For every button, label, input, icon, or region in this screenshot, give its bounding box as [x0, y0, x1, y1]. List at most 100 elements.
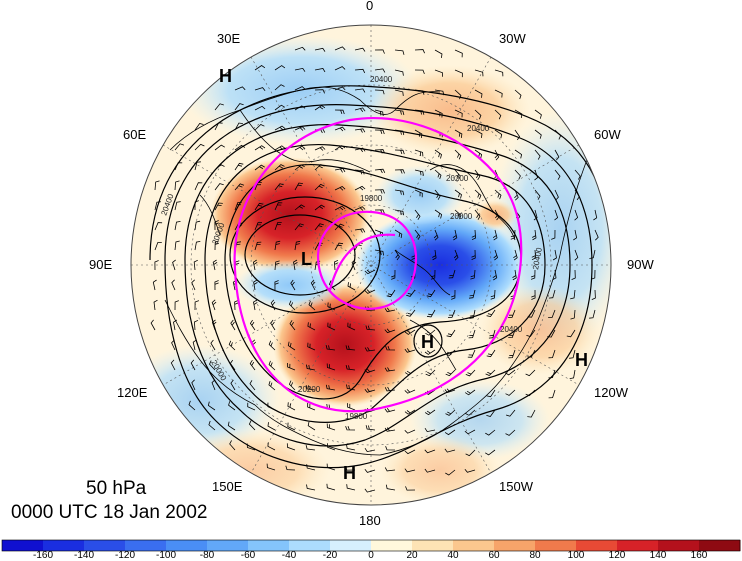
wind-barb [294, 67, 306, 72]
wind-barb [374, 89, 385, 95]
wind-barb [554, 189, 559, 201]
wind-barb [354, 206, 366, 211]
wind-barb [464, 429, 476, 435]
colorbar-swatch [658, 540, 700, 551]
wind-barb [274, 222, 282, 231]
wind-barb [386, 289, 396, 298]
wind-barb [394, 189, 405, 196]
wind-barb [426, 289, 436, 298]
wind-barb [425, 369, 436, 377]
wind-barb [505, 429, 516, 436]
wind-barb [234, 122, 243, 131]
wind-barb [454, 149, 462, 160]
wind-barb [208, 420, 216, 431]
wind-barb [527, 409, 536, 418]
wind-barb [444, 448, 456, 453]
wind-barb [274, 260, 280, 271]
wind-barb [569, 369, 576, 379]
wind-barb [153, 299, 158, 311]
wind-barb [448, 269, 456, 279]
wind-barb [468, 329, 476, 339]
wind-barb [248, 420, 256, 431]
wind-barb [334, 242, 344, 251]
colorbar-tick-label: -80 [200, 550, 215, 561]
wind-barb [254, 164, 265, 171]
wind-barb [249, 359, 256, 371]
wind-barb [294, 105, 306, 111]
wind-barb [454, 209, 462, 220]
longitude-label-150e: 150E [212, 479, 243, 494]
high-pressure-marker: H [575, 350, 588, 370]
wind-barb [234, 144, 246, 151]
wind-barb [589, 249, 596, 259]
wind-barb [525, 369, 536, 377]
colorbar-tick-label: -140 [74, 550, 94, 561]
wind-barb [325, 384, 336, 391]
longitude-label-30w: 30W [499, 31, 526, 46]
wind-barb [454, 69, 463, 78]
wind-barb [534, 189, 541, 200]
wind-barb [287, 341, 296, 351]
wind-barb [327, 443, 336, 451]
wind-barb [494, 149, 500, 161]
wind-barb [424, 349, 436, 355]
wind-barb [414, 149, 424, 157]
colorbar-tick-label: 20 [406, 550, 418, 561]
wind-barb [454, 129, 463, 138]
wind-barb [267, 442, 276, 451]
colorbar-tick-label: 40 [447, 550, 459, 561]
wind-barb [534, 109, 542, 119]
colorbar-tick-label: -120 [115, 550, 135, 561]
wind-barb [414, 209, 421, 220]
wind-barb [354, 68, 366, 74]
wind-barb [190, 359, 196, 371]
colorbar-border [1, 539, 741, 552]
contour-label: 20400 [467, 124, 490, 133]
wind-barb [364, 269, 376, 275]
wind-barb [214, 240, 220, 251]
wind-barb [268, 380, 276, 391]
wind-barb [347, 403, 356, 411]
wind-barb [454, 189, 462, 199]
wind-barb [270, 319, 276, 331]
pressure-centers: H L H H H [219, 66, 588, 483]
contour-label: 20400 [370, 75, 393, 84]
wind-barb [530, 269, 536, 280]
wind-barb [414, 189, 423, 198]
wind-barb [465, 369, 476, 377]
wind-barb [354, 185, 366, 191]
wind-barb [274, 164, 285, 171]
wind-barb [294, 86, 306, 91]
wind-barb [594, 229, 599, 241]
colorbar-swatch [535, 540, 577, 551]
wind-barb [274, 104, 286, 111]
wind-barb [451, 289, 456, 300]
wind-barb [494, 69, 504, 77]
wind-barb [294, 182, 303, 191]
wind-barb [494, 109, 502, 120]
wind-barb [154, 180, 160, 191]
wind-barb [426, 309, 436, 318]
longitude-label-60e: 60E [123, 127, 146, 142]
wind-barb [347, 282, 356, 291]
wind-barb [150, 319, 156, 331]
wind-barb [445, 369, 456, 377]
wind-barb [194, 220, 201, 231]
wind-barb [234, 86, 246, 91]
wind-barb [414, 69, 425, 75]
wind-barb [194, 182, 203, 191]
longitude-label-120w: 120W [594, 385, 629, 400]
wind-barb [191, 379, 196, 391]
wind-barb [391, 269, 396, 280]
wind-barb [404, 409, 416, 415]
wind-barb [252, 259, 258, 271]
contour-label: 19800 [360, 194, 383, 203]
wind-barb [154, 260, 159, 271]
wind-barb [249, 319, 256, 331]
wind-barb [385, 346, 396, 351]
wind-barb [494, 129, 503, 139]
wind-barb [287, 422, 296, 431]
wind-barb [471, 249, 476, 260]
wind-barb [274, 280, 279, 291]
longitude-label-150w: 150W [499, 479, 534, 494]
